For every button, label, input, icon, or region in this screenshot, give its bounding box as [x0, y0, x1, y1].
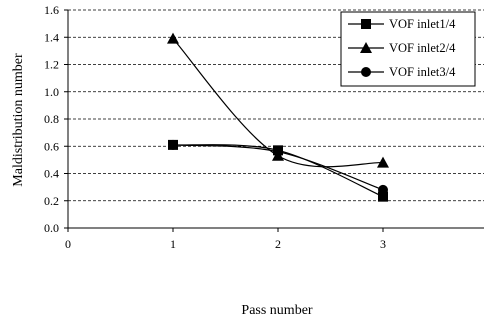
legend-marker-triangle	[360, 42, 372, 53]
y-tick-label: 0.6	[44, 139, 59, 153]
legend: VOF inlet1/4 VOF inlet2/4 VOF inlet3/4	[340, 11, 476, 87]
y-tick-label: 0.8	[44, 112, 59, 126]
data-markers	[167, 32, 389, 202]
legend-label: VOF inlet3/4	[389, 65, 456, 79]
x-tick-label: 0	[65, 237, 71, 251]
data-point-circle	[378, 184, 388, 195]
y-tick-label: 1.0	[44, 85, 59, 99]
data-point-circle	[273, 146, 283, 157]
x-tick-label: 1	[170, 237, 176, 251]
y-tick-label: 0.4	[44, 167, 59, 181]
x-axis-title: Pass number	[241, 303, 313, 318]
data-point-square	[378, 191, 388, 202]
legend-label: VOF inlet2/4	[389, 41, 456, 55]
y-axis-title: Maldistribution number	[11, 53, 26, 187]
y-tick-label: 1.6	[44, 3, 59, 17]
x-tick-label: 2	[275, 237, 281, 251]
legend-marker-circle	[361, 67, 371, 77]
legend-marker-square	[361, 19, 371, 29]
y-tick-label: 0.2	[44, 194, 59, 208]
y-tick-label: 0.0	[44, 221, 59, 235]
y-tick-label: 1.2	[44, 58, 59, 72]
tick-labels: 0.00.20.40.60.81.01.21.41.601234	[44, 3, 386, 251]
data-point-triangle	[167, 32, 179, 44]
x-tick-label: 3	[380, 237, 386, 251]
data-point-circle	[168, 139, 178, 150]
legend-label: VOF inlet1/4	[389, 17, 456, 31]
data-point-triangle	[377, 156, 389, 168]
y-tick-label: 1.4	[44, 30, 59, 44]
